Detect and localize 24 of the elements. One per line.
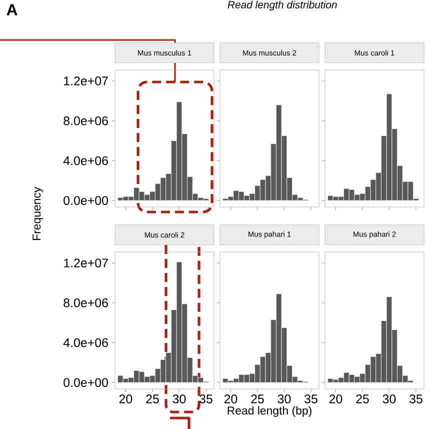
text: Read length distribution bbox=[228, 0, 337, 10]
x-tick-label: 20 bbox=[119, 394, 132, 404]
x-tick-label: 35 bbox=[410, 394, 422, 404]
y-tick-label: 1.2e+07 bbox=[64, 258, 108, 268]
x-axis-title: Read length (bp) bbox=[228, 406, 312, 417]
x-tick-label: 25 bbox=[356, 394, 369, 404]
x-tick-label: 30 bbox=[278, 394, 291, 404]
y-tick-label: 0.0e+00 bbox=[64, 378, 108, 387]
y-tick-label: 8.0e+06 bbox=[64, 116, 108, 126]
x-tick-label: 30 bbox=[382, 394, 396, 404]
y-tick-label: 0.0e+00 bbox=[64, 196, 108, 205]
y-tick-label: 4.0e+06 bbox=[63, 338, 108, 348]
x-tick-label: 35 bbox=[304, 394, 318, 404]
x-tick-label: 25 bbox=[251, 394, 264, 404]
x-tick-label: 25 bbox=[146, 394, 159, 404]
y-tick-label: 1.2e+07 bbox=[64, 76, 108, 86]
y-axis-title: Frequency bbox=[32, 186, 43, 240]
y-tick-label: 8.0e+06 bbox=[64, 298, 108, 308]
x-tick-label: 20 bbox=[224, 394, 238, 404]
x-tick-label: 30 bbox=[172, 394, 186, 404]
y-tick-label: 4.0e+06 bbox=[63, 156, 108, 166]
x-tick-label: 20 bbox=[329, 394, 342, 404]
x-tick-label: 35 bbox=[200, 394, 212, 404]
text: A bbox=[6, 4, 18, 16]
